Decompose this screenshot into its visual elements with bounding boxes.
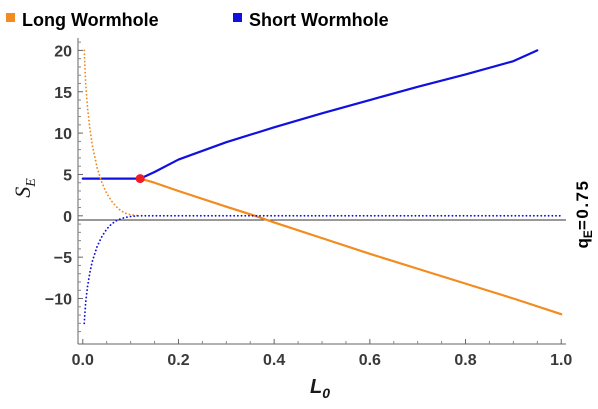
marker-layer: [135, 174, 145, 184]
y-tick-label: 5: [63, 167, 72, 184]
y-tick-label: 20: [54, 43, 72, 60]
y-axis-label: SE: [10, 178, 39, 198]
legend: Long Wormhole Short Wormhole: [6, 10, 389, 30]
legend-label-long: Long Wormhole: [22, 10, 159, 30]
x-tick-label: 0.4: [263, 352, 285, 369]
series-line-0-solid: [81, 49, 539, 180]
series-line-1-solid: [139, 177, 563, 316]
y-tick-label: −10: [45, 292, 72, 309]
series-line-3-dotted: [83, 214, 563, 325]
legend-label-short: Short Wormhole: [249, 10, 389, 30]
axis-ticks: 0.0 0.2 0.4 0.6 0.8 1.0 −10 −5 0 5 10 15 20: [45, 41, 572, 369]
y-tick-label: 0: [63, 209, 72, 226]
y-tick-label: 15: [54, 85, 72, 102]
side-parameter-label: qE=0.75: [573, 180, 595, 249]
side-label-sub: E: [581, 230, 595, 238]
plot-area: [77, 38, 566, 345]
side-label-main: q: [573, 238, 592, 248]
x-tick-label: 0.2: [167, 352, 189, 369]
series-line-2-dotted: [83, 49, 142, 217]
side-label-value: =0.75: [573, 180, 592, 231]
series-group: [81, 49, 563, 325]
x-axis-label: L0: [310, 376, 330, 401]
x-tick-label: 0.0: [72, 352, 94, 369]
x-tick-label: 1.0: [550, 352, 572, 369]
x-tick-label: 0.6: [359, 352, 381, 369]
x-axis-label-sub: 0: [322, 385, 330, 401]
y-axis-label-sub: E: [24, 178, 39, 188]
legend-swatch-long: [6, 13, 15, 22]
x-axis-label-main: L: [310, 376, 322, 398]
y-axis-label-main: S: [10, 187, 35, 198]
y-tick-label: 10: [54, 126, 72, 143]
legend-swatch-short: [233, 13, 242, 22]
x-tick-label: 0.8: [454, 352, 476, 369]
y-tick-label: −5: [54, 250, 72, 267]
transition-point-marker: [135, 174, 145, 184]
